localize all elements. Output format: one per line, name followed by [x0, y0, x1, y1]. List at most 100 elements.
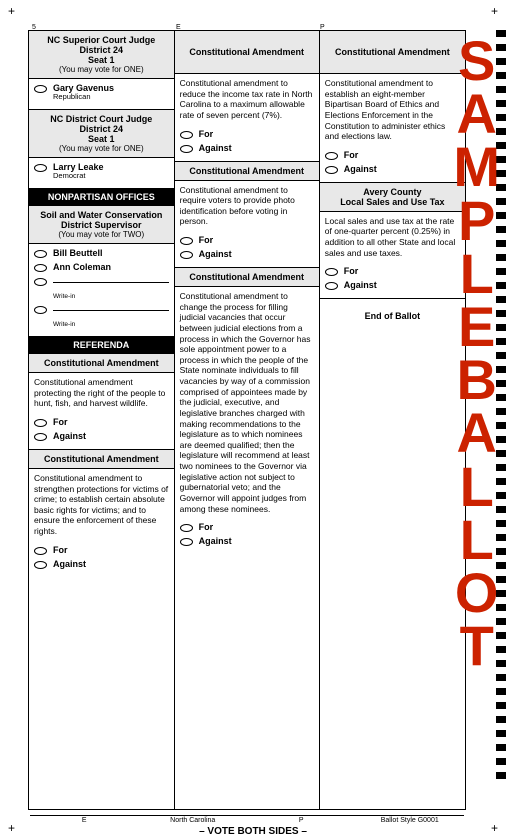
for-option[interactable]: For	[180, 520, 314, 534]
c3-local-text: Local sales and use tax at the rate of o…	[320, 212, 465, 263]
corner-tr: +	[491, 4, 498, 18]
watermark: SAMPLEBALLOT	[453, 34, 500, 672]
footer-cell: E	[30, 816, 139, 825]
column-3: Constitutional Amendment Constitutional …	[320, 31, 465, 809]
timing-mark	[496, 716, 506, 723]
against-option[interactable]: Against	[180, 534, 314, 548]
race2-cand-0[interactable]: Larry Leake Democrat	[34, 160, 169, 182]
race3-writein-1[interactable]: Write-in	[34, 302, 169, 330]
columns: NC Superior Court Judge District 24 Seat…	[29, 31, 465, 809]
for-option[interactable]: For	[180, 127, 314, 141]
watermark-letter: S	[458, 34, 495, 87]
oval-icon[interactable]	[180, 237, 193, 245]
ballot-frame: NC Superior Court Judge District 24 Seat…	[28, 30, 466, 810]
corner-tl: +	[8, 4, 15, 18]
cand-party: Republican	[53, 92, 114, 101]
for-option[interactable]: For	[34, 415, 169, 429]
oval-icon[interactable]	[34, 264, 47, 272]
oval-icon[interactable]	[325, 268, 338, 276]
watermark-letter: T	[460, 619, 494, 672]
race3-options: Bill Beuttell Ann Coleman Write-in	[29, 244, 174, 336]
watermark-letter: A	[456, 406, 496, 459]
c1-amend2-heading: Constitutional Amendment	[29, 449, 174, 469]
oval-icon[interactable]	[34, 278, 47, 286]
race2-instruct: (You may vote for ONE)	[31, 144, 172, 153]
timing-mark	[496, 688, 506, 695]
against-option[interactable]: Against	[34, 557, 169, 571]
timing-mark	[496, 702, 506, 709]
oval-icon[interactable]	[34, 433, 47, 441]
watermark-letter: L	[460, 460, 494, 513]
race1-options: Gary Gavenus Republican	[29, 79, 174, 109]
oval-icon[interactable]	[34, 419, 47, 427]
against-option[interactable]: Against	[34, 429, 169, 443]
cand-name: Ann Coleman	[53, 262, 111, 272]
c3-local-heading: Avery County Local Sales and Use Tax	[320, 182, 465, 212]
oval-icon[interactable]	[180, 145, 193, 153]
writein-line[interactable]	[53, 310, 169, 318]
race3-instruct: (You may vote for TWO)	[31, 230, 172, 239]
race2-title: NC District Court Judge	[31, 114, 172, 124]
footer-text: – VOTE BOTH SIDES –	[0, 826, 506, 837]
c2-amend1-text: Constitutional amendment to reduce the i…	[175, 74, 319, 125]
local-title2: Local Sales and Use Tax	[322, 197, 463, 207]
watermark-letter: L	[460, 513, 494, 566]
c2-amend2-text: Constitutional amendment to require vote…	[175, 181, 319, 232]
watermark-letter: O	[455, 566, 499, 619]
for-option[interactable]: For	[180, 233, 314, 247]
c2-amend3-heading: Constitutional Amendment	[175, 267, 319, 287]
oval-icon[interactable]	[34, 561, 47, 569]
footer-cell: Ballot Style G0001	[356, 816, 465, 825]
oval-icon[interactable]	[325, 282, 338, 290]
referenda-bar: REFERENDA	[29, 336, 174, 353]
oval-icon[interactable]	[180, 131, 193, 139]
watermark-letter: M	[453, 140, 500, 193]
race3-writein-0[interactable]: Write-in	[34, 274, 169, 302]
against-option[interactable]: Against	[180, 247, 314, 261]
against-option[interactable]: Against	[325, 162, 460, 176]
for-option[interactable]: For	[325, 148, 460, 162]
race1-instruct: (You may vote for ONE)	[31, 65, 172, 74]
writein-line[interactable]	[53, 282, 169, 290]
c1-amend1-options: For Against	[29, 413, 174, 449]
c1-amend2-text: Constitutional amendment to strengthen p…	[29, 469, 174, 541]
column-2: Constitutional Amendment Constitutional …	[175, 31, 320, 809]
oval-icon[interactable]	[34, 306, 47, 314]
against-option[interactable]: Against	[180, 141, 314, 155]
c2-amend1-heading: Constitutional Amendment	[175, 31, 319, 74]
c3-amend1-options: For Against	[320, 146, 465, 182]
oval-icon[interactable]	[34, 164, 47, 172]
cand-party: Democrat	[53, 171, 104, 180]
for-option[interactable]: For	[34, 543, 169, 557]
oval-icon[interactable]	[180, 251, 193, 259]
c3-local-options: For Against	[320, 262, 465, 298]
race1-cand-0[interactable]: Gary Gavenus Republican	[34, 81, 169, 103]
for-option[interactable]: For	[325, 264, 460, 278]
footer-cell: North Carolina	[139, 816, 248, 825]
race2-options: Larry Leake Democrat	[29, 158, 174, 188]
race3-cand-0[interactable]: Bill Beuttell	[34, 246, 169, 260]
oval-icon[interactable]	[180, 524, 193, 532]
oval-icon[interactable]	[34, 250, 47, 258]
against-option[interactable]: Against	[325, 278, 460, 292]
writein-label: Write-in	[53, 321, 75, 328]
oval-icon[interactable]	[180, 538, 193, 546]
oval-icon[interactable]	[34, 85, 47, 93]
race1-sub2: Seat 1	[31, 55, 172, 65]
watermark-letter: A	[456, 87, 496, 140]
timing-mark	[496, 772, 506, 779]
writein-label: Write-in	[53, 293, 75, 300]
race3-cand-1[interactable]: Ann Coleman	[34, 260, 169, 274]
c2-amend2-heading: Constitutional Amendment	[175, 161, 319, 181]
c1-amend1-heading: Constitutional Amendment	[29, 353, 174, 373]
oval-icon[interactable]	[34, 547, 47, 555]
watermark-letter: E	[458, 300, 495, 353]
end-of-ballot: End of Ballot	[320, 299, 465, 333]
oval-icon[interactable]	[325, 166, 338, 174]
c3-amend1-text: Constitutional amendment to establish an…	[320, 74, 465, 146]
race3-title: Soil and Water Conservation	[31, 210, 172, 220]
footer-row: E North Carolina P Ballot Style G0001	[30, 815, 464, 825]
column-1: NC Superior Court Judge District 24 Seat…	[29, 31, 175, 809]
oval-icon[interactable]	[325, 152, 338, 160]
c2-amend3-text: Constitutional amendment to change the p…	[175, 287, 319, 518]
